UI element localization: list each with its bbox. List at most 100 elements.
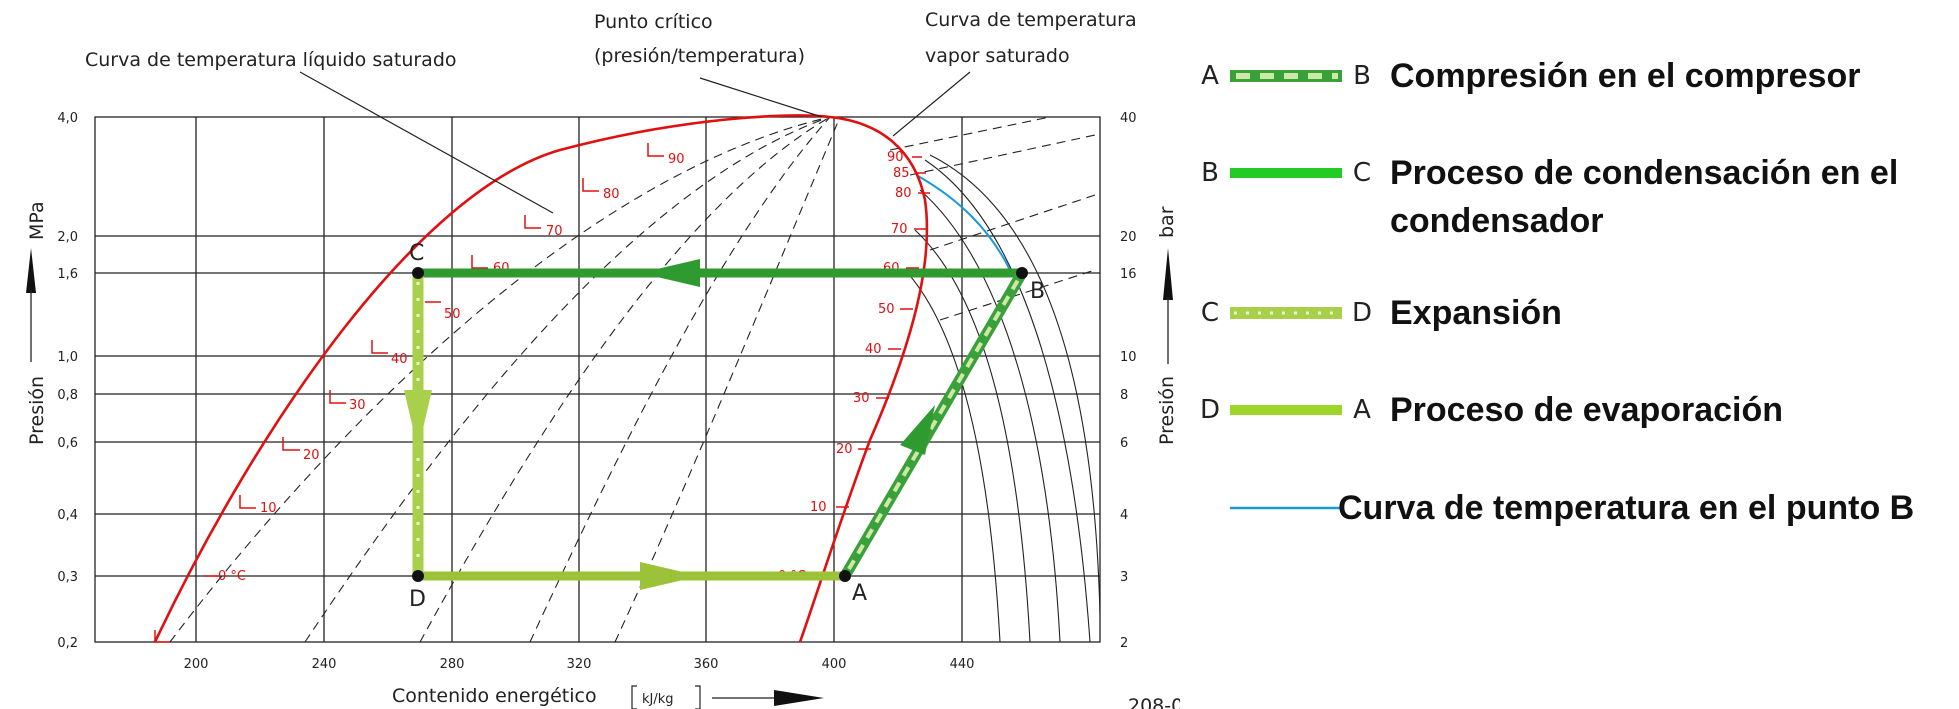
y-left-unit: MPa — [26, 201, 48, 240]
point-b-marker — [1016, 267, 1028, 279]
liquid-temperature-marks — [154, 143, 664, 643]
legend-description: Compresión en el compresor — [1390, 57, 1861, 95]
dashed-line-1 — [169, 116, 831, 643]
liquid-temp-0: 0 °C — [218, 569, 246, 584]
dashed-line-7 — [929, 194, 1096, 251]
compression-arrow — [900, 405, 935, 455]
x-tick-200: 200 — [184, 657, 209, 672]
compression-swatch — [1230, 60, 1342, 92]
y-left-label: Presión — [26, 376, 48, 445]
y-left-tick-0.6: 0,6 — [57, 436, 78, 451]
y-right-tick-3: 3 — [1120, 570, 1128, 585]
vapor-temp-90: 90 — [887, 150, 904, 165]
vapor-temp-70: 70 — [891, 222, 908, 237]
liquid-temp-20: 20 — [303, 448, 320, 463]
legend-from: A — [1201, 61, 1219, 91]
legend-description: Expansión — [1390, 294, 1562, 332]
liquid-tick-60 — [471, 255, 488, 269]
critical-point-label-2: (presión/temperatura) — [594, 45, 805, 67]
dashed-line-2 — [304, 116, 831, 643]
dashed-line-9 — [889, 116, 1051, 151]
y-right-tick-4: 4 — [1120, 508, 1128, 523]
leader-critical-point — [699, 77, 823, 118]
critical-point-label-1: Punto crítico — [594, 11, 713, 33]
vapor-temp-85: 85 — [893, 166, 910, 181]
liquid-tick-90 — [647, 143, 664, 157]
y-left-axis-title: MPa Presión — [26, 201, 48, 445]
condensation-arrow — [640, 259, 700, 287]
liquid-temp-50: 50 — [444, 307, 461, 322]
legend-to: C — [1352, 158, 1372, 188]
pressure-enthalpy-diagram: Curva de temperatura líquido saturado Pu… — [26, 9, 1180, 709]
liquid-temp-10: 10 — [260, 501, 277, 516]
x-tick-320: 320 — [567, 657, 592, 672]
x-tick-240: 240 — [312, 657, 337, 672]
legend-to: D — [1351, 298, 1373, 328]
point-b-label: B — [1030, 279, 1045, 304]
vapor-temp-30: 30 — [853, 391, 870, 406]
isotherm-1 — [904, 269, 1001, 643]
y-left-tick-4.0: 4,0 — [57, 111, 78, 126]
vapor-temp-40: 40 — [865, 342, 882, 357]
y-right-tick-40: 40 — [1120, 111, 1137, 126]
y-left-tick-labels: 4,0 2,0 1,6 1,0 0,8 0,6 0,4 0,3 0,2 — [57, 111, 78, 651]
vapor-temperature-marks — [810, 156, 930, 577]
y-right-unit: bar — [1156, 206, 1178, 238]
dashed-line-4 — [529, 116, 831, 643]
legend-item-evaporation: D A Proceso de evaporación — [1190, 391, 1783, 434]
y-right-axis-title: bar Presión — [1156, 206, 1178, 445]
isotherm-3 — [919, 189, 1061, 643]
y-right-tick-8: 8 — [1120, 388, 1128, 403]
refrigeration-cycle: A B C D — [404, 241, 1045, 612]
y-right-tick-16: 16 — [1120, 267, 1137, 282]
vapor-temperature-labels: 0 °C 10 20 30 40 50 60 70 80 85 90 — [778, 150, 912, 584]
legend-from: D — [1199, 395, 1221, 425]
y-left-up-arrow-icon — [26, 248, 36, 293]
y-left-tick-1.6: 1,6 — [57, 267, 78, 282]
liquid-tick-20 — [282, 437, 300, 451]
evaporation-arrow — [640, 562, 700, 590]
leader-liquid-curve — [299, 71, 554, 214]
legend-from: B — [1201, 158, 1219, 188]
dashed-line-5 — [614, 116, 841, 643]
vapor-temp-50: 50 — [878, 302, 895, 317]
y-left-tick-0.4: 0,4 — [57, 508, 78, 523]
x-axis-title: Contenido energético kJ/kg — [392, 685, 824, 709]
liquid-temp-90: 90 — [668, 152, 685, 167]
liquid-tick-80 — [582, 178, 599, 192]
x-right-arrow-icon — [774, 690, 824, 706]
x-unit-bracket-right — [695, 685, 701, 709]
legend-to: A — [1353, 395, 1371, 425]
y-right-tick-10: 10 — [1120, 350, 1137, 365]
point-d-label: D — [409, 587, 426, 612]
x-unit: kJ/kg — [642, 692, 674, 707]
point-a-label: A — [852, 581, 867, 606]
legend-item-isotherm: Curva de temperatura en el punto B — [1190, 489, 1914, 532]
liquid-temp-70: 70 — [546, 224, 563, 239]
point-b-isotherm — [917, 175, 1011, 271]
point-c-marker — [412, 267, 424, 279]
legend-from: C — [1200, 298, 1220, 328]
y-left-tick-1.0: 1,0 — [57, 350, 78, 365]
x-tick-440: 440 — [950, 657, 975, 672]
vapor-curve-label-2: vapor saturado — [925, 45, 1070, 67]
leader-vapor-curve — [892, 71, 971, 137]
y-left-tick-0.8: 0,8 — [57, 388, 78, 403]
figure-code: 208-053 — [1128, 695, 1180, 709]
y-right-tick-labels: 40 20 16 10 8 6 4 3 2 — [1120, 111, 1137, 651]
plot-frame — [94, 116, 1101, 643]
liquid-tick-10 — [239, 495, 256, 509]
y-right-tick-6: 6 — [1120, 436, 1128, 451]
x-unit-bracket-left — [631, 685, 637, 709]
liquid-temp-40: 40 — [391, 352, 408, 367]
vapor-temp-80: 80 — [895, 186, 912, 201]
isotherm-4 — [924, 159, 1091, 643]
isotherms — [904, 154, 1101, 643]
evaporation-swatch — [1230, 394, 1342, 426]
x-tick-360: 360 — [694, 657, 719, 672]
x-tick-280: 280 — [440, 657, 465, 672]
y-left-tick-0.3: 0,3 — [57, 570, 78, 585]
x-tick-400: 400 — [822, 657, 847, 672]
compression-dashes — [847, 278, 1020, 571]
vapor-curve-label-1: Curva de temperatura — [925, 9, 1137, 31]
